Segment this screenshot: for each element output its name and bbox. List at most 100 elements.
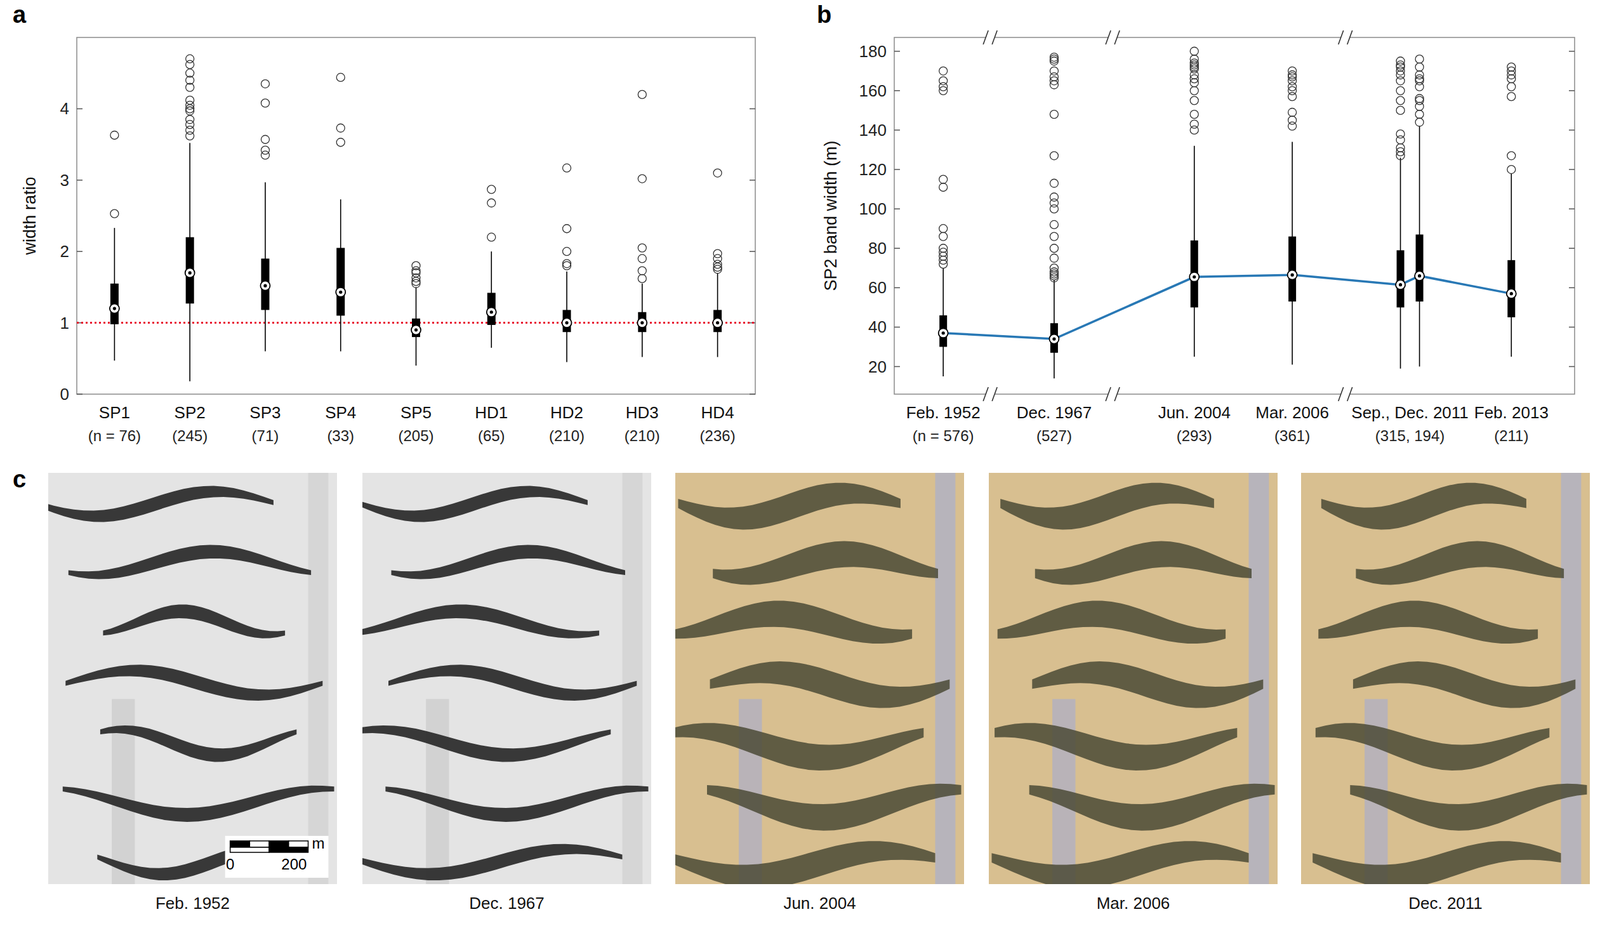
outlier [1049, 253, 1058, 263]
panel-a: 01234width ratioaSP1(n = 76)SP2(245)SP3(… [12, 1, 756, 445]
axis-break [991, 387, 998, 402]
outlier [1190, 86, 1199, 95]
outlier [939, 232, 948, 241]
outlier [1507, 82, 1516, 91]
vegetation-band [1318, 601, 1538, 645]
image-channel [308, 472, 329, 885]
n-label: (527) [1036, 427, 1072, 445]
median [562, 317, 572, 328]
vegetation-band [1031, 661, 1263, 709]
x-tick-label: SP2 [174, 403, 206, 423]
outlier [185, 104, 195, 113]
n-label: (361) [1274, 427, 1310, 445]
outlier [1049, 192, 1058, 202]
x-tick-label: Dec. 1967 [1016, 403, 1093, 423]
vegetation-band [1355, 541, 1564, 586]
vegetation-band [712, 541, 939, 586]
outlier [411, 261, 421, 270]
axis-break [983, 30, 989, 45]
outlier [336, 123, 345, 133]
box [562, 309, 572, 332]
y-tick [894, 287, 900, 289]
outlier [713, 168, 722, 178]
y-tick [1568, 129, 1575, 131]
axis-break-gap [985, 392, 995, 397]
outlier [562, 163, 572, 172]
y-tick [894, 168, 900, 171]
y-tick [1568, 287, 1575, 289]
median-dot [188, 271, 192, 275]
median [109, 304, 120, 314]
y-tick-label: 1 [60, 313, 70, 333]
outlier [1049, 264, 1058, 273]
median-dot [1417, 274, 1422, 278]
outlier [1190, 55, 1199, 64]
outlier [260, 135, 270, 144]
y-tick-label: 180 [859, 41, 887, 61]
outlier [185, 100, 195, 110]
vegetation-band [1035, 541, 1252, 586]
median-dot [338, 290, 343, 294]
vegetation-band [1315, 722, 1550, 771]
image-ground [1301, 472, 1590, 885]
y-tick [1568, 50, 1575, 53]
n-label: (205) [397, 427, 434, 445]
scale-bar-segment [288, 840, 309, 848]
outlier [185, 120, 195, 129]
outlier [260, 79, 270, 89]
outlier [1049, 232, 1058, 241]
n-label: (210) [624, 427, 661, 445]
n-label: (210) [548, 427, 585, 445]
vegetation-band [65, 664, 323, 701]
plot-frame [894, 37, 1575, 395]
x-tick-label: Mar. 2006 [1255, 403, 1329, 423]
vegetation-band [991, 840, 1250, 885]
median [260, 281, 270, 291]
image-ground [362, 472, 652, 885]
outlier [1396, 143, 1405, 152]
outlier [1415, 55, 1424, 64]
outlier [1396, 57, 1405, 66]
panel-letter: a [12, 1, 27, 28]
y-tick [76, 393, 83, 395]
n-label: (33) [326, 427, 355, 445]
outlier [487, 232, 496, 242]
x-tick-label: Feb. 1952 [906, 403, 981, 423]
y-tick [749, 108, 756, 110]
box [713, 309, 722, 332]
vegetation-band [1029, 783, 1276, 831]
y-tick [76, 179, 83, 181]
y-tick [894, 50, 900, 53]
vegetation-band [362, 844, 623, 881]
outlier [1396, 96, 1405, 105]
n-label: (245) [171, 427, 208, 445]
n-label: (65) [477, 427, 506, 445]
n-label: (n = 76) [88, 427, 141, 445]
scale-bar-segment [269, 840, 289, 848]
box [1415, 234, 1424, 302]
y-tick [894, 90, 900, 92]
scale-bar-label: 200 [281, 855, 307, 873]
outlier [260, 145, 270, 155]
outlier [1288, 66, 1297, 75]
marks [938, 46, 1517, 379]
vegetation-band [997, 601, 1226, 645]
y-tick [894, 129, 900, 131]
image-channel [935, 472, 956, 885]
outlier [1049, 66, 1058, 75]
outlier [1415, 62, 1424, 72]
image-caption: Dec. 2011 [1408, 893, 1483, 913]
n-label: (236) [700, 427, 736, 445]
box [637, 312, 647, 332]
outlier [637, 274, 647, 283]
panel-b: 20406080100120140160180SP2 band width (m… [816, 1, 1575, 445]
n-label: (n = 576) [912, 427, 975, 445]
y-tick [1568, 326, 1575, 329]
vegetation-band [362, 604, 600, 639]
axis-break [1114, 387, 1120, 402]
axis-break-gap [985, 35, 995, 40]
outlier [1190, 96, 1199, 105]
y-tick [894, 366, 900, 368]
y-tick-label: 40 [868, 317, 887, 337]
outlier [1049, 53, 1058, 62]
